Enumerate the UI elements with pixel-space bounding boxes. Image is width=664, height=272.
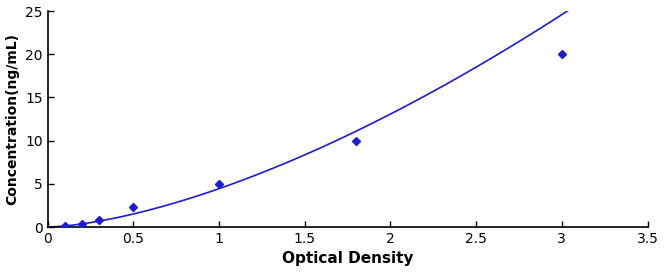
X-axis label: Optical Density: Optical Density	[282, 251, 413, 267]
Y-axis label: Concentration(ng/mL): Concentration(ng/mL)	[5, 33, 19, 205]
